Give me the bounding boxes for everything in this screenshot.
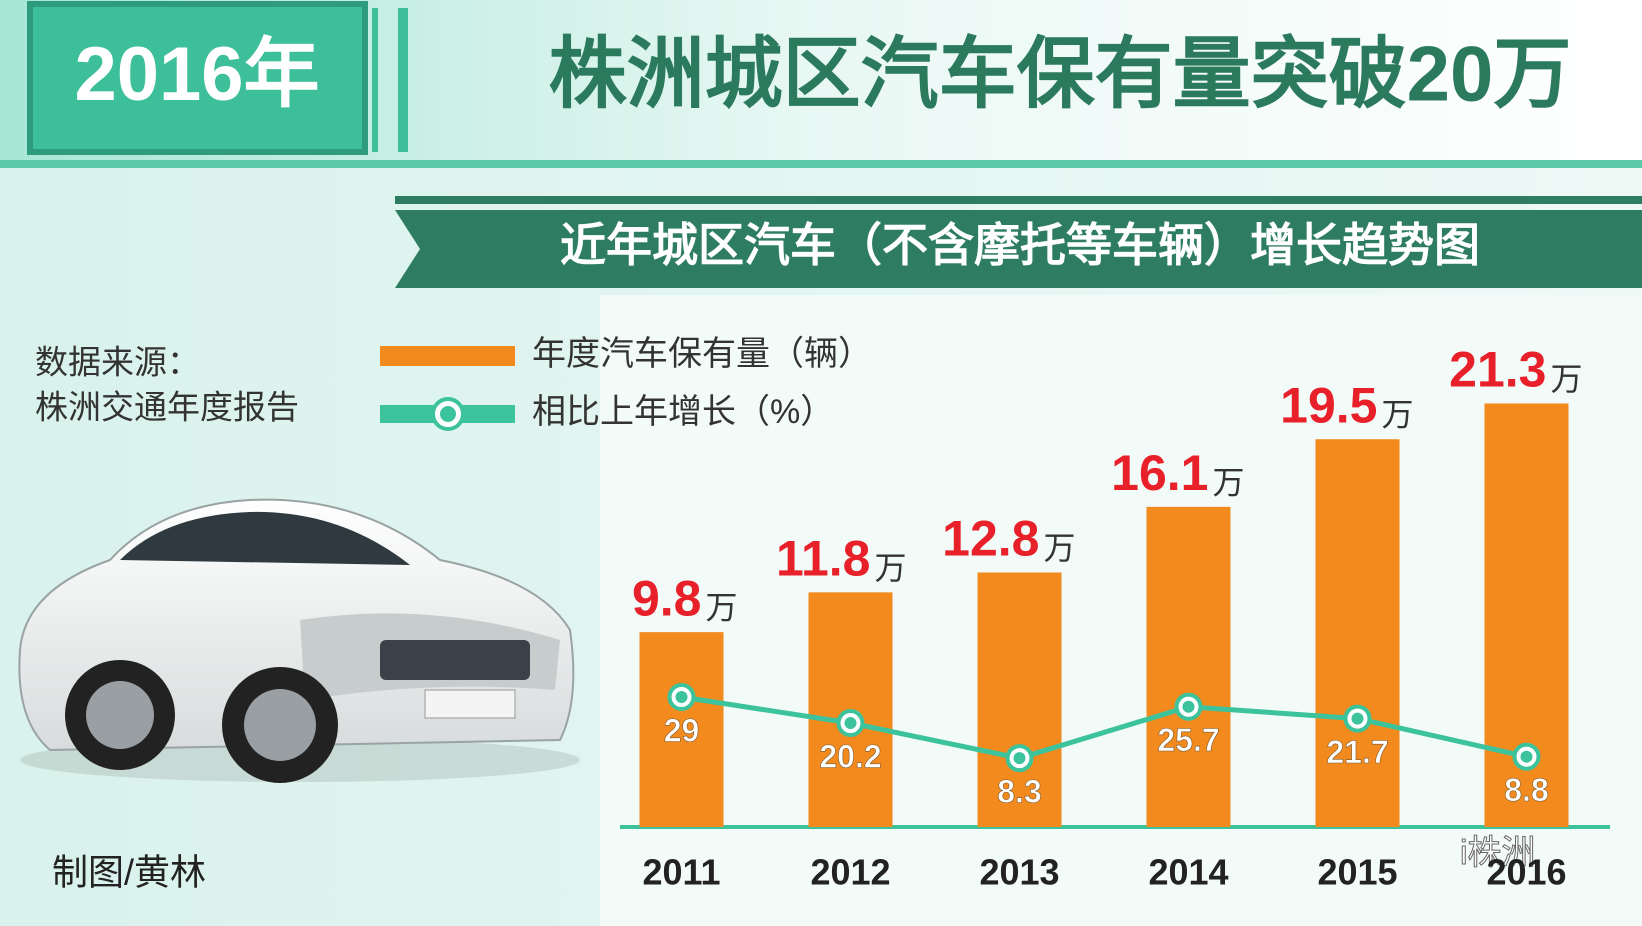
plot-background: [600, 295, 1642, 926]
growth-point-core: [1351, 712, 1364, 725]
bar: [1146, 506, 1231, 827]
header-rule: [0, 160, 1642, 168]
growth-point-core: [844, 717, 857, 730]
growth-value-label: 8.8: [1504, 772, 1548, 808]
bar-unit-label: 万: [706, 590, 738, 626]
growth-line: [681, 694, 1528, 761]
bar: [1315, 439, 1400, 827]
legend-marker: [440, 406, 456, 422]
x-tick-label: 2011: [642, 852, 720, 893]
bar-unit-label: 万: [1551, 361, 1583, 397]
banner-rule: [395, 196, 1642, 204]
growth-point-core: [1182, 700, 1195, 713]
chart-title: 近年城区汽车（不含摩托等车辆）增长趋势图: [560, 219, 1480, 271]
growth-value-label: 20.2: [819, 738, 881, 774]
x-tick-label: 2014: [1148, 852, 1228, 893]
car-illustration: [18, 498, 580, 783]
growth-value-label: 21.7: [1326, 734, 1388, 770]
x-tick-label: 2015: [1317, 852, 1397, 893]
bar-value-label: 16.1: [1111, 445, 1208, 501]
x-tick-label: 2013: [979, 852, 1059, 893]
x-tick-label: 2016: [1486, 852, 1566, 893]
watermark: i株洲: [1460, 834, 1536, 872]
growth-value-label: 29: [664, 712, 700, 748]
year-box: [27, 1, 368, 155]
header-title: 株洲城区汽车保有量突破20万: [549, 30, 1572, 118]
source-label: 数据来源：: [35, 344, 200, 381]
growth-point-core: [675, 691, 688, 704]
growth-value-label: 25.7: [1157, 722, 1219, 758]
chart: 年度汽车保有量（辆）相比上年增长（%）9.8 万11.8 万12.8 万16.1 万19…: [380, 335, 1610, 893]
bar: [639, 632, 724, 827]
bar-unit-label: 万: [1044, 530, 1076, 566]
legend-swatch: [380, 346, 515, 366]
deco-bar: [398, 8, 408, 152]
deco-bar: [372, 8, 378, 152]
bar-value-label: 12.8: [942, 511, 1039, 567]
source-name: 株洲交通年度报告: [35, 389, 299, 426]
legend-label: 年度汽车保有量（辆）: [532, 335, 872, 373]
growth-point-core: [1520, 750, 1533, 763]
subtitle-banner: [395, 210, 1642, 288]
bar-value-label: 11.8: [776, 531, 871, 587]
bar-unit-label: 万: [1382, 397, 1414, 433]
credit: 制图/黄林: [52, 852, 206, 893]
bar-value-label: 19.5: [1280, 377, 1377, 433]
bar-unit-label: 万: [1213, 464, 1245, 500]
bar: [977, 572, 1062, 827]
bar-unit-label: 万: [875, 550, 907, 586]
legend-label: 相比上年增长（%）: [532, 393, 834, 431]
bar-value-label: 9.8: [632, 570, 702, 626]
x-tick-label: 2012: [810, 852, 890, 893]
bar-value-label: 21.3: [1449, 342, 1546, 398]
growth-point-core: [1013, 752, 1026, 765]
header-year: 2016年: [74, 32, 319, 117]
growth-value-label: 8.3: [997, 774, 1041, 810]
